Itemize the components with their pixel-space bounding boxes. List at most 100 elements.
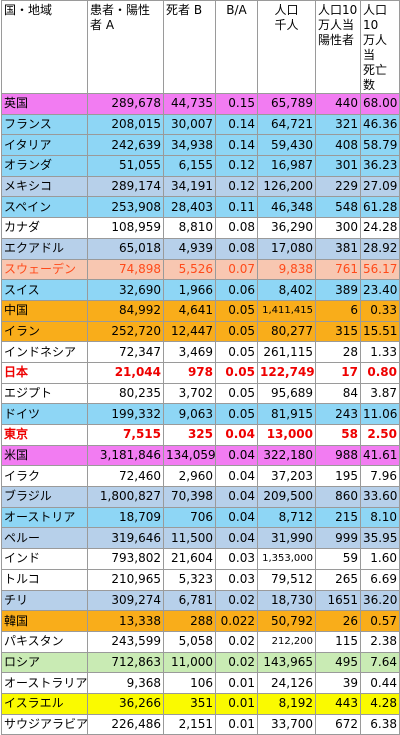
positives-per-100k-cell: 215 <box>315 506 361 529</box>
deaths-cell: 70,398 <box>163 486 216 508</box>
positives-per-100k-cell: 6 <box>315 299 361 322</box>
deaths-per-100k-cell: 41.61 <box>360 444 400 467</box>
deaths-cell: 11,000 <box>163 651 216 674</box>
deaths-cell: 34,191 <box>163 175 216 198</box>
deaths-per-100k-cell: 1.33 <box>360 341 400 363</box>
patients-cell: 208,015 <box>87 113 164 136</box>
population-cell: 79,512 <box>257 568 316 591</box>
ratio-cell: 0.03 <box>215 548 258 570</box>
header-deaths-per-100k: 人口10 万人当 死亡数 <box>360 0 400 94</box>
table-row: チリ 309,274 6,781 0.02 18,730 1651 36.20 <box>1 589 400 612</box>
population-cell: 17,080 <box>257 237 316 260</box>
deaths-cell: 9,063 <box>163 403 216 425</box>
patients-cell: 793,802 <box>87 548 164 570</box>
table-row: パキスタン 243,599 5,058 0.02 212,200 115 2.38 <box>1 630 400 653</box>
positives-per-100k-cell: 381 <box>315 237 361 260</box>
ratio-cell: 0.05 <box>215 341 258 363</box>
patients-cell: 65,018 <box>87 237 164 260</box>
country-name: トルコ <box>1 568 88 591</box>
table-row: ロシア 712,863 11,000 0.02 143,965 495 7.64 <box>1 651 400 674</box>
positives-per-100k-cell: 265 <box>315 568 361 591</box>
table-row: イラン 252,720 12,447 0.05 80,277 315 15.51 <box>1 320 400 343</box>
population-cell: 16,987 <box>257 155 316 177</box>
deaths-cell: 8,810 <box>163 217 216 239</box>
country-name: インド <box>1 548 88 570</box>
table-row: 中国 84,992 4,641 0.05 1,411,415 6 0.33 <box>1 299 400 322</box>
population-cell: 1,411,415 <box>257 299 316 322</box>
ratio-cell: 0.05 <box>215 299 258 322</box>
table-row: スイス 32,690 1,966 0.06 8,402 389 23.40 <box>1 279 400 301</box>
country-name: イタリア <box>1 134 88 157</box>
deaths-cell: 4,939 <box>163 237 216 260</box>
patients-cell: 253,908 <box>87 196 164 219</box>
patients-cell: 13,338 <box>87 610 164 632</box>
country-name: フランス <box>1 113 88 136</box>
table-row: ブラジル 1,800,827 70,398 0.04 209,500 860 33.60 <box>1 486 400 508</box>
table-row: イスラエル 36,266 351 0.01 8,192 443 4.28 <box>1 692 400 715</box>
header-country: 国・地域 <box>1 0 88 94</box>
country-name: インドネシア <box>1 341 88 363</box>
deaths-cell: 21,604 <box>163 548 216 570</box>
patients-cell: 309,274 <box>87 589 164 612</box>
header-deaths: 死者 B <box>163 0 216 94</box>
country-name: エクアドル <box>1 237 88 260</box>
country-name: オーストリア <box>1 506 88 529</box>
ratio-cell: 0.12 <box>215 155 258 177</box>
population-cell: 80,277 <box>257 320 316 343</box>
population-cell: 9,838 <box>257 258 316 281</box>
country-name: スウェーデン <box>1 258 88 281</box>
deaths-cell: 4,641 <box>163 299 216 322</box>
ratio-cell: 0.02 <box>215 630 258 653</box>
country-name: オーストラリア <box>1 672 88 694</box>
positives-per-100k-cell: 761 <box>315 258 361 281</box>
positives-per-100k-cell: 26 <box>315 610 361 632</box>
country-name: 中国 <box>1 299 88 322</box>
population-cell: 64,721 <box>257 113 316 136</box>
table-row: インド 793,802 21,604 0.03 1,353,000 59 1.60 <box>1 548 400 570</box>
ratio-cell: 0.04 <box>215 506 258 529</box>
population-cell: 81,915 <box>257 403 316 425</box>
deaths-cell: 706 <box>163 506 216 529</box>
deaths-cell: 351 <box>163 692 216 715</box>
header-row: 国・地域 患者・陽性者 A 死者 B B/A 人口 千人 人口10 万人当 陽性者 人… <box>1 0 400 94</box>
patients-cell: 72,347 <box>87 341 164 363</box>
ratio-cell: 0.05 <box>215 320 258 343</box>
ratio-cell: 0.04 <box>215 465 258 488</box>
positives-per-100k-cell: 115 <box>315 630 361 653</box>
population-cell: 143,965 <box>257 651 316 674</box>
patients-cell: 9,368 <box>87 672 164 694</box>
table-row: イラク 72,460 2,960 0.04 37,203 195 7.96 <box>1 465 400 488</box>
deaths-per-100k-cell: 0.57 <box>360 610 400 632</box>
ratio-cell: 0.07 <box>215 258 258 281</box>
country-name: ブラジル <box>1 486 88 508</box>
patients-cell: 18,709 <box>87 506 164 529</box>
ratio-cell: 0.04 <box>215 486 258 508</box>
ratio-cell: 0.05 <box>215 361 258 384</box>
positives-per-100k-cell: 389 <box>315 279 361 301</box>
patients-cell: 712,863 <box>87 651 164 674</box>
deaths-per-100k-cell: 58.79 <box>360 134 400 157</box>
positives-per-100k-cell: 301 <box>315 155 361 177</box>
positives-per-100k-cell: 28 <box>315 341 361 363</box>
patients-cell: 226,486 <box>87 713 164 735</box>
table-row: ドイツ 199,332 9,063 0.05 81,915 243 11.06 <box>1 403 400 425</box>
deaths-cell: 5,526 <box>163 258 216 281</box>
ratio-cell: 0.04 <box>215 527 258 550</box>
deaths-per-100k-cell: 3.87 <box>360 382 400 405</box>
header-population: 人口 千人 <box>257 0 316 94</box>
positives-per-100k-cell: 59 <box>315 548 361 570</box>
country-name: パキスタン <box>1 630 88 653</box>
positives-per-100k-cell: 58 <box>315 424 361 446</box>
patients-cell: 7,515 <box>87 424 164 446</box>
population-cell: 31,990 <box>257 527 316 550</box>
ratio-cell: 0.03 <box>215 568 258 591</box>
patients-cell: 51,055 <box>87 155 164 177</box>
population-cell: 65,789 <box>257 93 316 115</box>
population-cell: 322,180 <box>257 444 316 467</box>
ratio-cell: 0.11 <box>215 196 258 219</box>
positives-per-100k-cell: 243 <box>315 403 361 425</box>
table-row: インドネシア 72,347 3,469 0.05 261,115 28 1.33 <box>1 341 400 363</box>
deaths-per-100k-cell: 8.10 <box>360 506 400 529</box>
population-cell: 1,353,000 <box>257 548 316 570</box>
